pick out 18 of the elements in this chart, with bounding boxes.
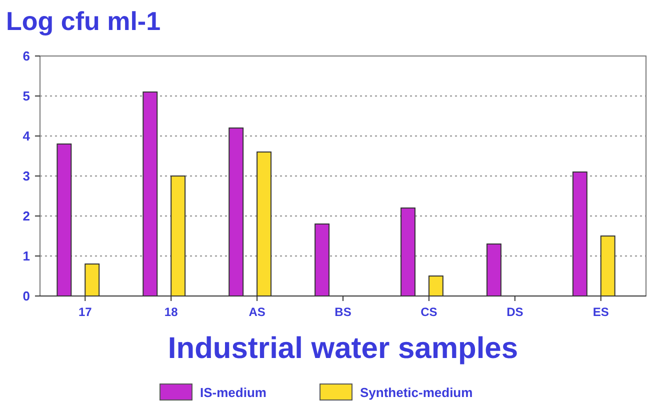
x-tick-label: AS	[248, 305, 266, 319]
x-tick-label: CS	[420, 305, 438, 319]
y-tick-label: 1	[22, 248, 30, 264]
x-tick-label: 18	[164, 305, 178, 319]
y-tick-label: 6	[22, 48, 30, 64]
y-tick-label: 4	[22, 128, 31, 144]
x-tick-label: 17	[78, 305, 92, 319]
x-axis-title: Industrial water samples	[168, 332, 518, 365]
y-tick-label: 0	[22, 288, 30, 304]
x-tick-label: BS	[334, 305, 352, 319]
y-tick-label: 3	[22, 168, 30, 184]
legend-label: Synthetic-medium	[360, 385, 473, 400]
legend-label: IS-medium	[200, 385, 266, 400]
y-tick-label: 5	[22, 88, 30, 104]
y-tick-label: 2	[22, 208, 30, 224]
x-tick-label: DS	[506, 305, 524, 319]
x-tick-label: ES	[592, 305, 609, 319]
chart-title: Log cfu ml-1	[6, 6, 161, 36]
